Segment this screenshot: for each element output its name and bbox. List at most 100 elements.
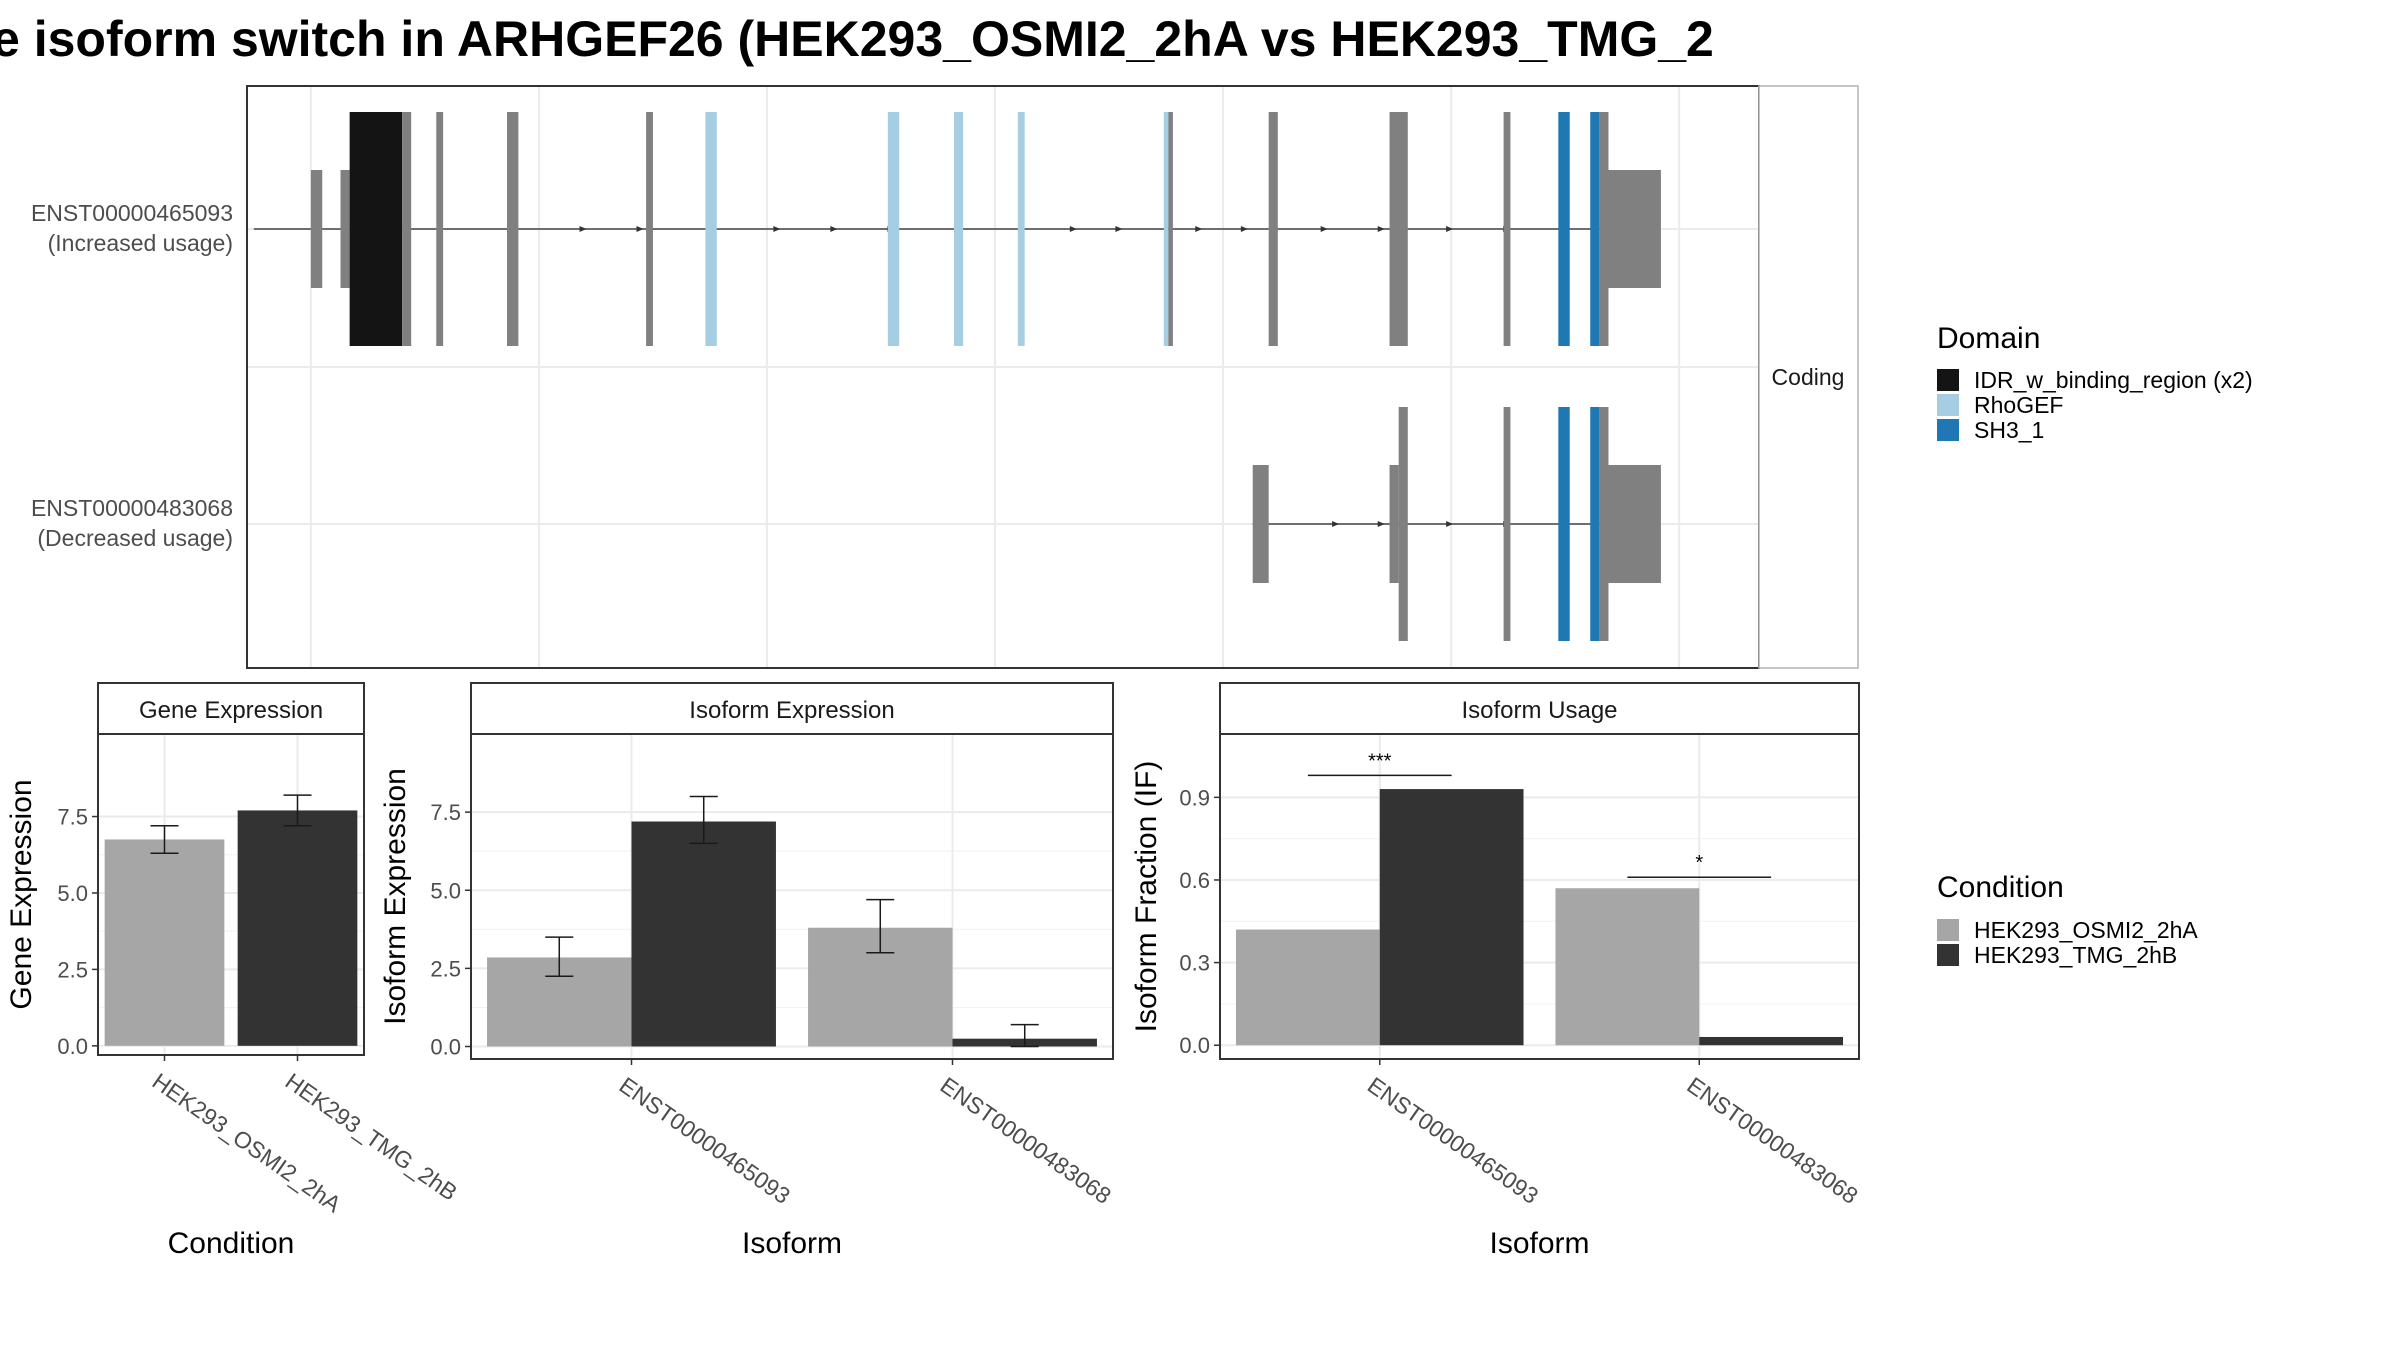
exon-block-cds [646, 112, 653, 346]
exon-block-rhogef [887, 112, 900, 346]
error-bar [866, 898, 895, 954]
y-tick-label: 2.5 [57, 957, 88, 982]
x-axis-title: Condition [168, 1227, 295, 1260]
domain-legend: Domain IDR_w_binding_region (x2)RhoGEFSH3… [1937, 322, 2253, 443]
panel-title: Isoform Usage [1461, 697, 1617, 724]
exon-block-sh3 [1558, 407, 1570, 641]
condition-legend-title: Condition [1937, 871, 2064, 904]
domain-legend-swatch [1937, 369, 1959, 391]
significance-label: * [1695, 852, 1703, 874]
intron-direction-arrow [1195, 226, 1203, 232]
error-bar [283, 794, 312, 827]
y-tick-label: 0.3 [1179, 951, 1210, 976]
y-tick-label: 5.0 [430, 878, 461, 903]
isoform-usage-panel: Isoform Usage****0.00.30.60.9ENST0000046… [1130, 682, 1863, 1260]
intron-direction-arrow [1069, 226, 1077, 232]
bar [1379, 789, 1524, 1046]
isoform-expression-panel: Isoform Expression 0.0 2.5 5.0 7.5 ENST000004… [379, 682, 1116, 1260]
domain-legend-swatch [1937, 419, 1959, 441]
exon-block-cds [1398, 407, 1408, 641]
bar [1235, 929, 1380, 1046]
domain-legend-label: IDR_w_binding_region (x2) [1974, 367, 2253, 393]
panel-border [1219, 733, 1860, 1060]
domain-legend-label: SH3_1 [1974, 417, 2044, 443]
exon-block-utr [1608, 465, 1661, 583]
panel-border [470, 733, 1114, 1060]
y-tick-label: 0.0 [430, 1035, 461, 1060]
exon-block-utr [1389, 465, 1399, 583]
intron-direction-arrow [636, 226, 644, 232]
y-axis-title: Gene Expression [5, 779, 38, 1009]
transcript-usage-label: (Decreased usage) [37, 525, 233, 551]
intron-direction-arrow [773, 226, 781, 232]
significance-label: *** [1368, 750, 1392, 772]
domain-legend-swatch [1937, 394, 1959, 416]
y-tick-label: 0.0 [1179, 1033, 1210, 1058]
figure-title: e isoform switch in ARHGEF26 (HEK293_OSM… [0, 11, 1714, 67]
y-tick-label: 0.6 [1179, 868, 1210, 893]
error-bar [1010, 1023, 1039, 1048]
y-axis-title: Isoform Expression [379, 768, 412, 1025]
exon-block-cds [1599, 407, 1609, 641]
exon-block-cds [1503, 407, 1511, 641]
condition-legend-swatch [1937, 944, 1959, 966]
bar [104, 839, 225, 1046]
structure-plot-background [247, 86, 1759, 668]
panel-border [97, 733, 365, 1056]
x-tick-label: ENST00000465093 [1363, 1072, 1543, 1209]
x-axis-title: Isoform [1489, 1227, 1589, 1260]
exon-block-cds [436, 112, 444, 346]
y-tick-label: 0.0 [57, 1034, 88, 1059]
exon-block-utr [310, 170, 323, 288]
transcript-structure-panel: ENST00000465093 (Increased usage) ENST0000… [31, 85, 1859, 669]
condition-legend-label: HEK293_OSMI2_2hA [1974, 917, 2198, 943]
transcript-id-label: ENST00000465093 [31, 200, 233, 226]
transcript-id-label: ENST00000483068 [31, 495, 233, 521]
exon-block-cds [1389, 112, 1408, 346]
transcript-usage-label: (Increased usage) [48, 230, 233, 256]
x-axis-title: Isoform [742, 1227, 842, 1260]
bar [1699, 1036, 1844, 1046]
x-tick-label: ENST00000465093 [615, 1072, 795, 1209]
exon-block-rhogef [705, 112, 717, 346]
intron-direction-arrow [1240, 226, 1248, 232]
exon-block-sh3 [1590, 112, 1600, 346]
y-tick-label: 0.9 [1179, 785, 1210, 810]
y-tick-label: 7.5 [430, 800, 461, 825]
exon-block-utr [1252, 465, 1269, 583]
exon-block-cds [402, 112, 412, 346]
bar [237, 810, 358, 1046]
facet-strip-coding [1758, 85, 1859, 669]
exon-block-rhogef [1163, 112, 1169, 346]
exon-block-sh3 [1590, 407, 1600, 641]
intron-direction-arrow [830, 226, 838, 232]
x-tick-label: ENST00000483068 [936, 1072, 1116, 1209]
y-tick-label: 2.5 [430, 956, 461, 981]
intron-direction-arrow [1377, 521, 1385, 527]
y-axis-title: Isoform Fraction (IF) [1130, 761, 1163, 1033]
exon-block-rhogef [953, 112, 964, 346]
exon-block-idr [349, 112, 403, 346]
y-tick-label: 5.0 [57, 881, 88, 906]
error-bar [689, 795, 718, 845]
exon-block-sh3 [1558, 112, 1570, 346]
error-bar [545, 936, 574, 977]
exon-block-rhogef [1017, 112, 1025, 346]
error-bar [150, 824, 179, 854]
intron-direction-arrow [1377, 226, 1385, 232]
panel-title: Gene Expression [139, 697, 323, 724]
intron-direction-arrow [1332, 521, 1340, 527]
facet-label-coding: Coding [1772, 364, 1845, 390]
exon-block-cds [1168, 112, 1173, 346]
exon-block-cds [1599, 112, 1609, 346]
exon-block-cds [1503, 112, 1511, 346]
bar [631, 821, 776, 1047]
x-tick-label: ENST00000483068 [1682, 1072, 1862, 1209]
intron-direction-arrow [579, 226, 587, 232]
exon-block-utr [1608, 170, 1661, 288]
intron-direction-arrow [1446, 226, 1454, 232]
panel-title: Isoform Expression [689, 697, 894, 724]
facet-strip [470, 682, 1114, 735]
